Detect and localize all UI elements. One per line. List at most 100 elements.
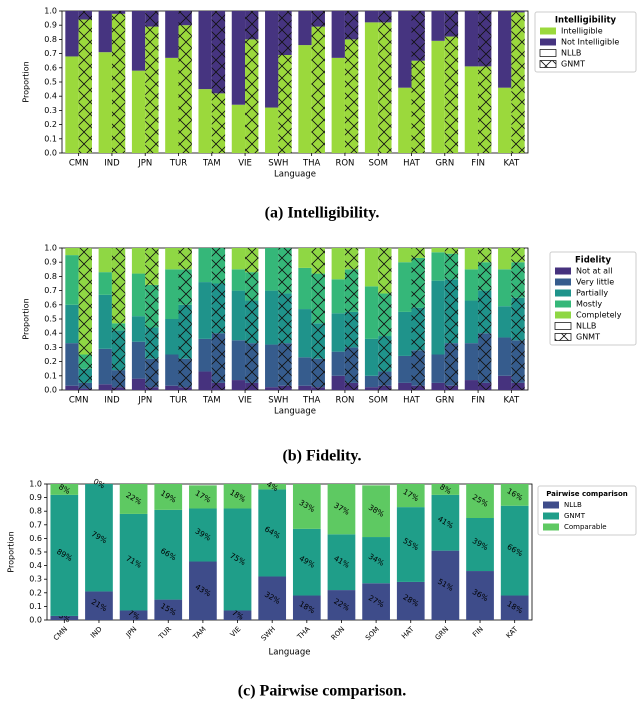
bar-segment: [165, 269, 179, 319]
bar-segment: [50, 484, 79, 495]
hatch: [344, 269, 359, 312]
bar-segment: [498, 337, 512, 376]
x-tick-label: TAM: [202, 396, 221, 406]
x-tick-label: JPN: [124, 625, 139, 640]
bar-segment: [464, 343, 479, 381]
bar-segment: [500, 505, 529, 596]
x-tick-label: SWH: [268, 396, 288, 406]
bar-segment: [131, 70, 146, 153]
bar-segment: [364, 387, 379, 390]
hatch: [344, 311, 359, 348]
hatch: [411, 257, 425, 308]
x-tick-label: SOM: [364, 625, 381, 642]
bar-segment: [398, 311, 412, 356]
y-tick-label: 0.3: [44, 343, 57, 352]
x-tick-label: CMN: [69, 396, 89, 406]
bar-segment: [65, 248, 79, 256]
bar-segment: [292, 484, 321, 529]
bar-segment: [231, 340, 246, 381]
hatch: [178, 248, 192, 270]
hatch: [444, 253, 459, 280]
y-tick-label: 0.0: [29, 616, 42, 625]
bar-segment: [431, 248, 445, 253]
bar-segment: [500, 595, 529, 620]
bar-segment: [119, 610, 148, 620]
hatch: [511, 11, 525, 13]
legend-label: NLLB: [561, 49, 581, 58]
y-tick-label: 0.1: [29, 602, 42, 611]
bar-segment: [331, 313, 345, 352]
bar-segment: [65, 304, 79, 344]
hatch: [378, 293, 392, 337]
hatch: [145, 387, 159, 390]
x-tick-label: HAT: [403, 396, 421, 406]
legend-label: Intelligible: [561, 27, 603, 36]
hatch: [145, 11, 159, 27]
bar-segment: [498, 248, 512, 270]
y-axis-label: Proportion: [7, 531, 16, 572]
legend-swatch: [555, 278, 571, 286]
hatch: [378, 371, 392, 386]
bar-segment: [431, 494, 460, 551]
y-tick-label: 0.9: [44, 258, 57, 267]
bar-segment: [198, 282, 212, 339]
bar-segment: [154, 484, 183, 510]
legend-label: Completely: [576, 311, 622, 320]
bar-segment: [258, 489, 287, 577]
x-tick-label: FIN: [471, 159, 485, 169]
hatch: [111, 13, 126, 154]
legend-label: Not at all: [576, 267, 613, 276]
x-tick-label: GRN: [435, 396, 454, 406]
bar-segment: [298, 357, 312, 386]
bar-segment: [198, 338, 212, 372]
legend-box: [534, 11, 637, 73]
hatch: [344, 382, 359, 390]
y-tick-label: 0.2: [29, 588, 42, 597]
y-tick-label: 0.8: [44, 35, 57, 44]
bar-segment: [298, 11, 312, 46]
bar-segment: [198, 11, 212, 90]
hatch: [111, 323, 126, 331]
bar-segment: [498, 269, 512, 307]
hatch: [145, 26, 159, 153]
bar-segment: [223, 508, 252, 611]
x-tick-label: JPN: [137, 159, 152, 169]
x-tick-label: RON: [335, 159, 354, 169]
bar-segment: [431, 354, 445, 383]
bar-segment: [265, 11, 279, 108]
y-tick-label: 0.5: [44, 78, 57, 87]
hatch: [278, 293, 292, 344]
bar-segment: [189, 508, 217, 562]
x-tick-label: TAM: [202, 159, 221, 169]
legend-label: Mostly: [576, 300, 602, 309]
bar-segment: [231, 290, 246, 341]
hatch: [78, 382, 92, 389]
legend-swatch: [543, 501, 559, 509]
bar-segment: [231, 380, 246, 390]
x-tick-label: JPN: [137, 396, 152, 406]
hatch: [411, 248, 425, 258]
y-tick-label: 0.4: [44, 92, 57, 101]
bar-segment: [131, 316, 146, 342]
hatch: [444, 279, 459, 344]
legend-label: NLLB: [576, 322, 596, 331]
caption: (a) Intelligibility.: [265, 205, 380, 222]
y-tick-label: 0.4: [44, 329, 57, 338]
bar-segment: [364, 286, 379, 339]
y-tick-label: 0.9: [29, 493, 42, 502]
bar-segment: [131, 273, 146, 317]
bar-segment: [398, 262, 412, 312]
hatch: [245, 39, 259, 153]
bar-segment: [98, 294, 112, 349]
bar-segment: [231, 248, 246, 270]
hatch: [178, 358, 192, 388]
bar-segment: [396, 581, 425, 620]
bar-segment: [65, 385, 79, 390]
hatch: [478, 333, 492, 383]
bar-segment: [198, 371, 212, 390]
bar-segment: [398, 355, 412, 383]
bar-segment: [327, 534, 356, 591]
hatch: [511, 248, 525, 263]
hatch: [311, 387, 325, 390]
hatch: [78, 11, 92, 20]
